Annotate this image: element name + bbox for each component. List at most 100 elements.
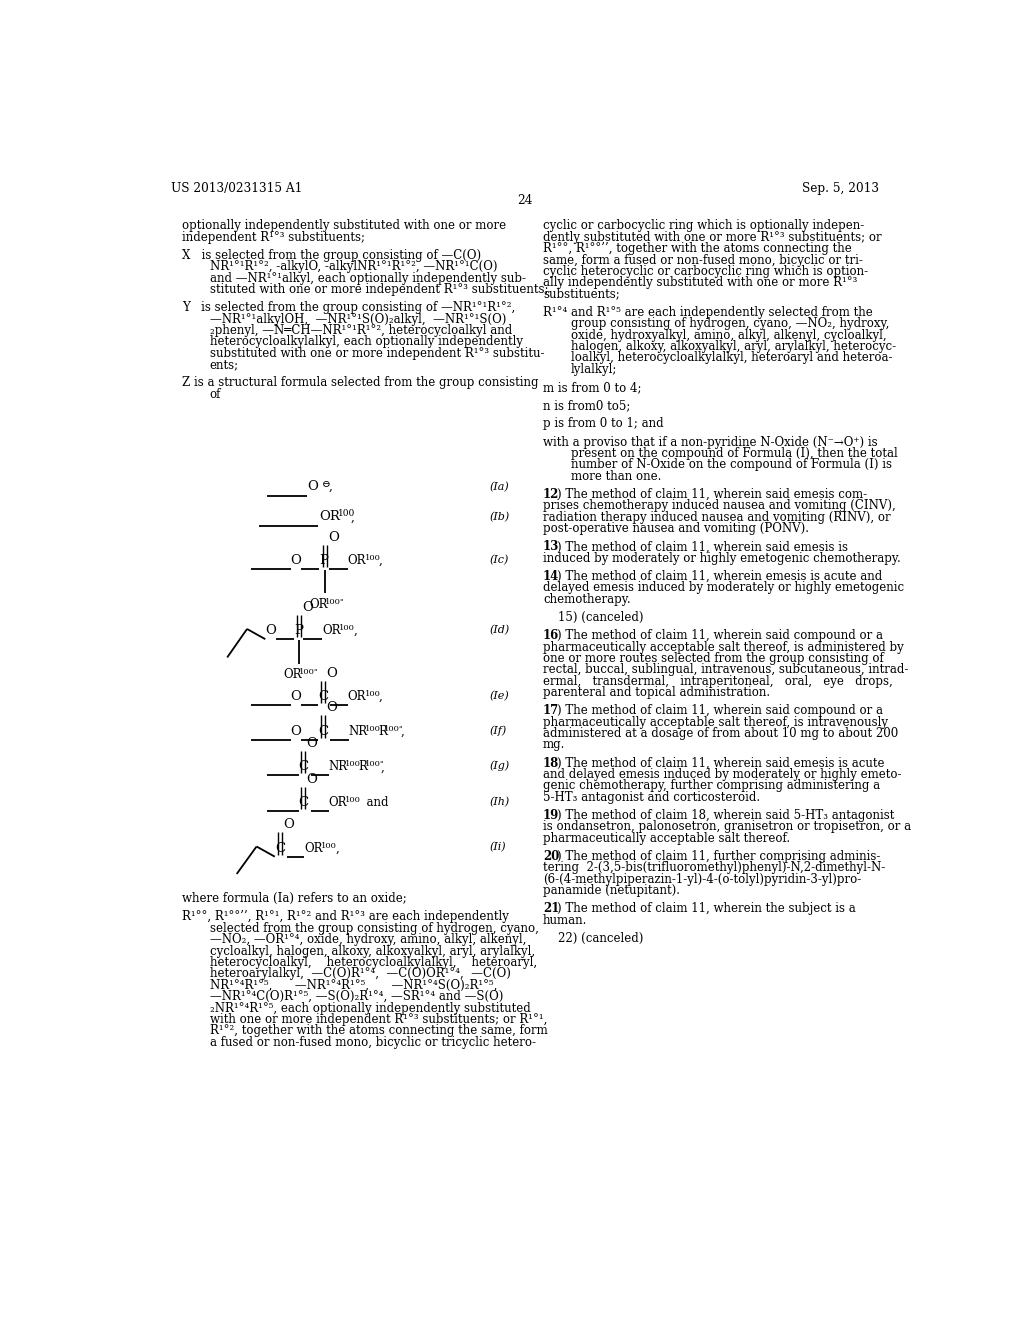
Text: independent R¹°³ substituents;: independent R¹°³ substituents;	[182, 231, 365, 244]
Text: halogen, alkoxy, alkoxyalkyl, aryl, arylalkyl, heterocyc-: halogen, alkoxy, alkoxyalkyl, aryl, aryl…	[570, 341, 896, 352]
Text: OR: OR	[319, 511, 340, 523]
Text: (Ih): (Ih)	[489, 796, 509, 807]
Text: (Ia): (Ia)	[489, 482, 509, 492]
Text: dently substituted with one or more R¹°³ substituents; or: dently substituted with one or more R¹°³…	[543, 231, 882, 244]
Text: NR¹°⁴R¹°⁵,      —NR¹°⁴R¹°⁵,      —NR¹°⁴S(O)₂R¹°⁵,: NR¹°⁴R¹°⁵, —NR¹°⁴R¹°⁵, —NR¹°⁴S(O)₂R¹°⁵,	[210, 978, 497, 991]
Text: O: O	[327, 667, 337, 680]
Text: 18: 18	[543, 756, 559, 770]
Text: C: C	[318, 725, 329, 738]
Text: ,: ,	[353, 624, 357, 638]
Text: substituents;: substituents;	[543, 288, 620, 301]
Text: R¹°°, R¹°°’’, together with the atoms connecting the: R¹°°, R¹°°’’, together with the atoms co…	[543, 242, 852, 255]
Text: O: O	[307, 479, 318, 492]
Text: ) The method of claim 11, wherein the subject is a: ) The method of claim 11, wherein the su…	[557, 903, 855, 915]
Text: P: P	[294, 624, 303, 638]
Text: oxide, hydroxyalkyl, amino, alkyl, alkenyl, cycloalkyl,: oxide, hydroxyalkyl, amino, alkyl, alken…	[570, 329, 887, 342]
Text: and: and	[359, 796, 388, 809]
Text: 22) (canceled): 22) (canceled)	[543, 932, 643, 945]
Text: same, form a fused or non-fused mono, bicyclic or tri-: same, form a fused or non-fused mono, bi…	[543, 253, 863, 267]
Text: 19: 19	[543, 809, 559, 822]
Text: (6-(4-methylpiperazin-1-yl)-4-(o-tolyl)pyridin-3-yl)pro-: (6-(4-methylpiperazin-1-yl)-4-(o-tolyl)p…	[543, 873, 861, 886]
Text: 16: 16	[543, 630, 559, 643]
Text: ) The method of claim 11, further comprising adminis-: ) The method of claim 11, further compri…	[557, 850, 880, 863]
Text: cycloalkyl, halogen, alkoxy, alkoxyalkyl, aryl, arylalkyl,: cycloalkyl, halogen, alkoxy, alkoxyalkyl…	[210, 945, 535, 957]
Text: 100: 100	[345, 796, 361, 804]
Text: 15) (canceled): 15) (canceled)	[543, 611, 643, 624]
Text: 100: 100	[366, 725, 381, 733]
Text: ) The method of claim 11, wherein said emesis is acute: ) The method of claim 11, wherein said e…	[557, 756, 884, 770]
Text: C: C	[274, 842, 285, 854]
Text: O: O	[306, 737, 317, 750]
Text: 100: 100	[338, 510, 354, 519]
Text: ) The method of claim 11, wherein said emesis is: ) The method of claim 11, wherein said e…	[557, 540, 848, 553]
Text: human.: human.	[543, 913, 588, 927]
Text: one or more routes selected from the group consisting of: one or more routes selected from the gro…	[543, 652, 884, 665]
Text: lylalkyl;: lylalkyl;	[570, 363, 617, 376]
Text: 14: 14	[543, 570, 559, 583]
Text: ents;: ents;	[210, 358, 239, 371]
Text: ,: ,	[351, 511, 355, 523]
Text: O: O	[265, 624, 276, 638]
Text: ,: ,	[335, 842, 339, 854]
Text: C: C	[299, 796, 309, 809]
Text: p is from 0 to 1; and: p is from 0 to 1; and	[543, 417, 664, 430]
Text: (If): (If)	[489, 725, 506, 735]
Text: with one or more independent R¹°³ substituents; or R¹°¹,: with one or more independent R¹°³ substi…	[210, 1012, 547, 1026]
Text: ermal,   transdermal,   intraperitoneal,   oral,   eye   drops,: ermal, transdermal, intraperitoneal, ora…	[543, 675, 893, 688]
Text: ) The method of claim 11, wherein emesis is acute and: ) The method of claim 11, wherein emesis…	[557, 570, 882, 583]
Text: 100": 100"	[299, 668, 319, 676]
Text: ,: ,	[400, 725, 404, 738]
Text: n is from0 to5;: n is from0 to5;	[543, 399, 631, 412]
Text: 20: 20	[543, 850, 559, 863]
Text: 100": 100"	[365, 760, 384, 768]
Text: and delayed emesis induced by moderately or highly emeto-: and delayed emesis induced by moderately…	[543, 768, 901, 781]
Text: ,: ,	[379, 690, 383, 704]
Text: post-operative nausea and vomiting (PONV).: post-operative nausea and vomiting (PONV…	[543, 523, 809, 535]
Text: 100: 100	[345, 760, 361, 768]
Text: O: O	[283, 818, 294, 832]
Text: number of N-Oxide on the compound of Formula (I) is: number of N-Oxide on the compound of For…	[570, 458, 892, 471]
Text: 12: 12	[543, 488, 559, 502]
Text: OR: OR	[304, 842, 323, 854]
Text: panamide (netupitant).: panamide (netupitant).	[543, 884, 680, 898]
Text: chemotherapy.: chemotherapy.	[543, 593, 631, 606]
Text: O: O	[306, 772, 317, 785]
Text: ally independently substituted with one or more R¹°³: ally independently substituted with one …	[543, 276, 857, 289]
Text: O: O	[291, 554, 301, 568]
Text: ,: ,	[380, 760, 384, 774]
Text: cyclic heterocyclic or carbocyclic ring which is option-: cyclic heterocyclic or carbocyclic ring …	[543, 265, 868, 279]
Text: loalkyl, heterocycloalkylalkyl, heteroaryl and heteroa-: loalkyl, heterocycloalkylalkyl, heteroar…	[570, 351, 892, 364]
Text: OR: OR	[348, 690, 367, 704]
Text: 100": 100"	[384, 725, 404, 733]
Text: ) The method of claim 11, wherein said emesis com-: ) The method of claim 11, wherein said e…	[557, 488, 866, 502]
Text: O: O	[303, 601, 313, 614]
Text: where formula (Ia) refers to an oxide;: where formula (Ia) refers to an oxide;	[182, 892, 407, 906]
Text: O: O	[327, 701, 337, 714]
Text: O: O	[291, 690, 301, 704]
Text: group consisting of hydrogen, cyano, —NO₂, hydroxy,: group consisting of hydrogen, cyano, —NO…	[570, 317, 889, 330]
Text: (Ic): (Ic)	[489, 554, 509, 565]
Text: NR: NR	[348, 725, 368, 738]
Text: ) The method of claim 11, wherein said compound or a: ) The method of claim 11, wherein said c…	[557, 705, 883, 717]
Text: a fused or non-fused mono, bicyclic or tricyclic hetero-: a fused or non-fused mono, bicyclic or t…	[210, 1036, 536, 1048]
Text: R¹°⁴ and R¹°⁵ are each independently selected from the: R¹°⁴ and R¹°⁵ are each independently sel…	[543, 306, 872, 319]
Text: (Ii): (Ii)	[489, 842, 506, 853]
Text: stituted with one or more independent R¹°³ substituents;: stituted with one or more independent R¹…	[210, 282, 548, 296]
Text: and —NR¹°¹alkyl, each optionally independently sub-: and —NR¹°¹alkyl, each optionally indepen…	[210, 272, 525, 285]
Text: NR¹°¹R¹°², -alkylO, -alkylNR¹°¹R¹°², —NR¹°¹C(O): NR¹°¹R¹°², -alkylO, -alkylNR¹°¹R¹°², —NR…	[210, 260, 498, 273]
Text: administered at a dosage of from about 10 mg to about 200: administered at a dosage of from about 1…	[543, 727, 898, 741]
Text: NR: NR	[329, 760, 348, 774]
Text: Sep. 5, 2013: Sep. 5, 2013	[802, 182, 879, 195]
Text: R: R	[378, 725, 387, 738]
Text: X   is selected from the group consisting of —C(O): X is selected from the group consisting …	[182, 249, 481, 261]
Text: O: O	[328, 531, 339, 544]
Text: ₂phenyl, —N═CH—NR¹°¹R¹°², heterocycloalkyl and: ₂phenyl, —N═CH—NR¹°¹R¹°², heterocycloalk…	[210, 325, 512, 337]
Text: 100: 100	[365, 690, 380, 698]
Text: parenteral and topical administration.: parenteral and topical administration.	[543, 686, 770, 700]
Text: tering  2-(3,5-bis(trifluoromethyl)phenyl)-N,2-dimethyl-N-: tering 2-(3,5-bis(trifluoromethyl)phenyl…	[543, 862, 886, 874]
Text: induced by moderately or highly emetogenic chemotherapy.: induced by moderately or highly emetogen…	[543, 552, 901, 565]
Text: —NO₂, —OR¹°⁴, oxide, hydroxy, amino, alkyl, alkenyl,: —NO₂, —OR¹°⁴, oxide, hydroxy, amino, alk…	[210, 933, 526, 946]
Text: 100": 100"	[325, 598, 345, 606]
Text: pharmaceutically acceptable salt thereof, is administered by: pharmaceutically acceptable salt thereof…	[543, 640, 904, 653]
Text: R: R	[358, 760, 367, 774]
